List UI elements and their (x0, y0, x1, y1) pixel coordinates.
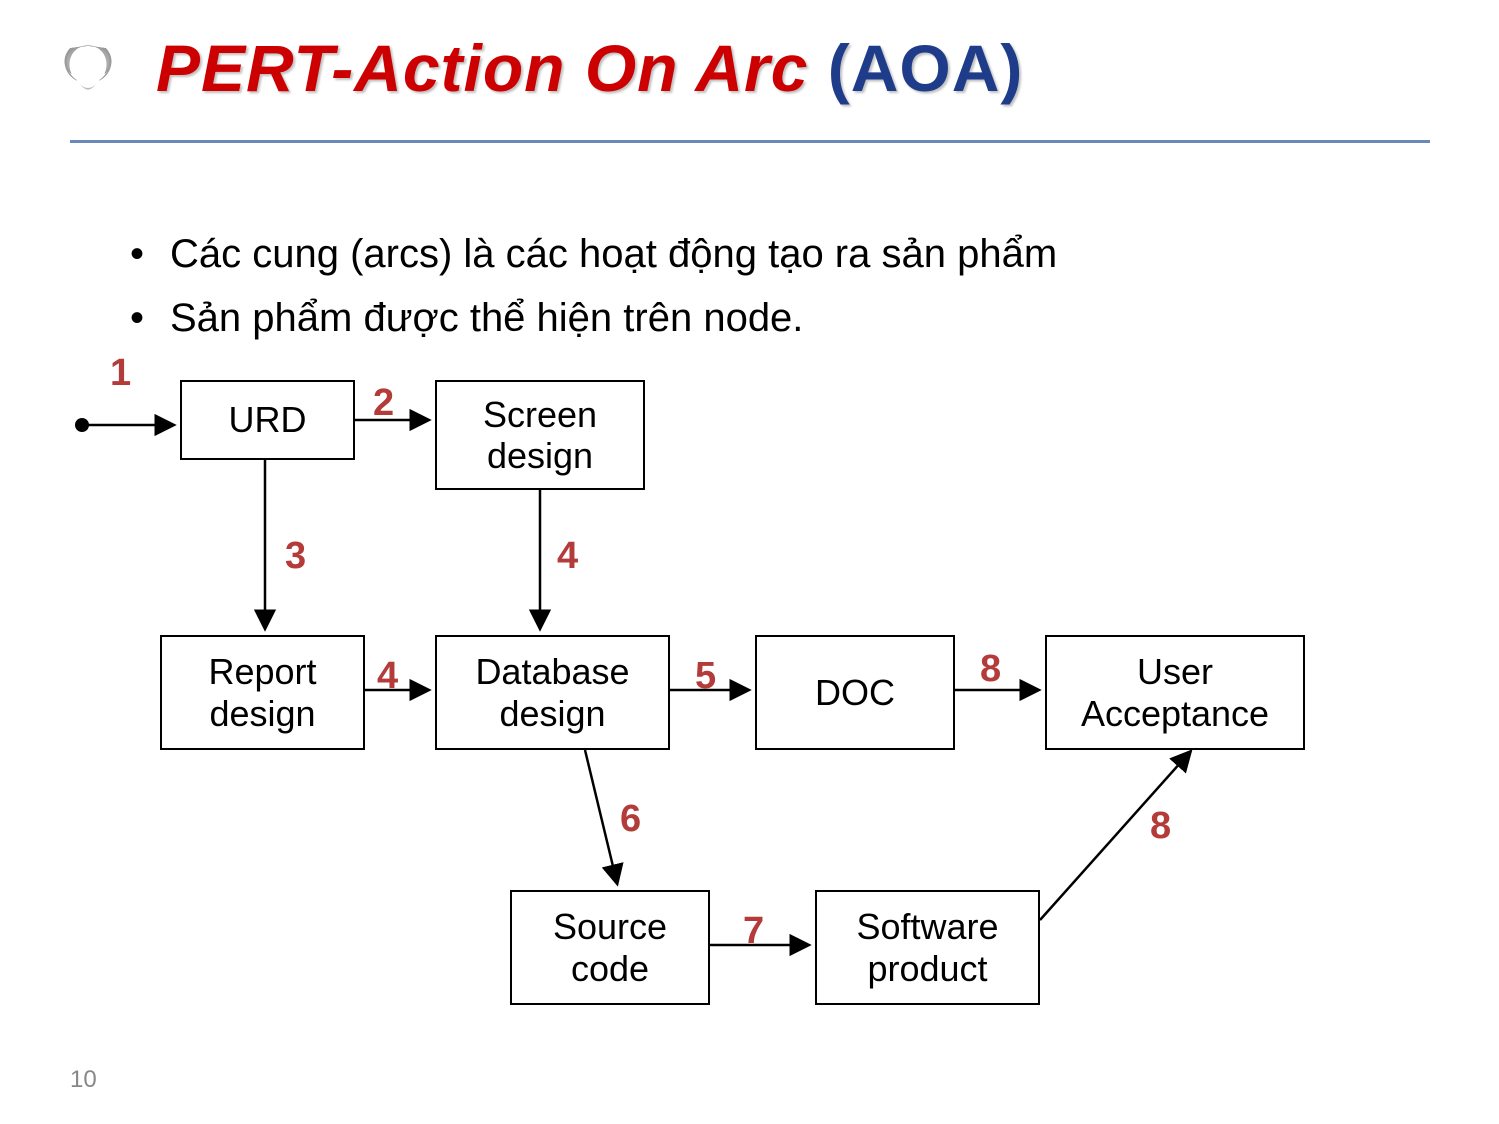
node-report: Reportdesign (160, 635, 365, 750)
slide-title: PERT-Action On Arc (AOA) (156, 30, 1023, 106)
bullet-item: Các cung (arcs) là các hoạt động tạo ra … (120, 225, 1057, 283)
edge (585, 750, 617, 883)
title-paren: (AOA) (828, 31, 1024, 105)
title-italic: PERT-Action On Arc (156, 31, 828, 105)
bullet-list: Các cung (arcs) là các hoạt động tạo ra … (80, 225, 1057, 353)
node-urd: URD (180, 380, 355, 460)
edge-label: 8 (1150, 805, 1171, 848)
node-software: Softwareproduct (815, 890, 1040, 1005)
bullet-item: Sản phẩm được thể hiện trên node. (120, 289, 1057, 347)
node-doc: DOC (755, 635, 955, 750)
swirl-icon (60, 40, 116, 96)
edge-label: 7 (743, 910, 764, 953)
edge-label: 8 (980, 648, 1001, 691)
node-database: Databasedesign (435, 635, 670, 750)
edge-label: 6 (620, 798, 641, 841)
edge-label: 1 (110, 352, 131, 395)
edge-label: 2 (373, 382, 394, 425)
edge-label: 3 (285, 535, 306, 578)
node-screen: Screendesign (435, 380, 645, 490)
node-source: Sourcecode (510, 890, 710, 1005)
title-bar: PERT-Action On Arc (AOA) (60, 30, 1023, 106)
node-user: UserAcceptance (1045, 635, 1305, 750)
start-dot (75, 418, 89, 432)
edge-label: 5 (695, 655, 716, 698)
diagram-canvas: URD Screendesign Reportdesign Databasedesig… (55, 360, 1445, 1060)
edge-label: 4 (377, 655, 398, 698)
title-underline (70, 140, 1430, 143)
edge-label: 4 (557, 535, 578, 578)
page-number: 10 (70, 1066, 97, 1094)
